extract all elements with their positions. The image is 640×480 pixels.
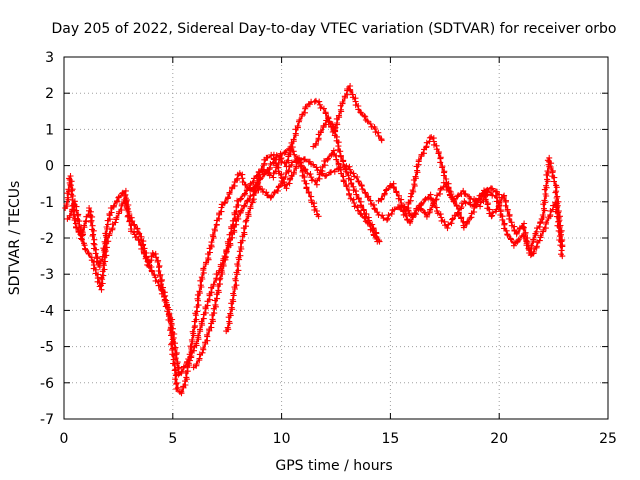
y-tick-label: -6	[40, 376, 54, 392]
y-tick-label: 1	[45, 122, 54, 138]
x-axis: 0 5 10 15 20 25	[60, 57, 617, 447]
series-markers	[397, 179, 566, 260]
series-track-7	[397, 179, 566, 260]
y-tick-label: 3	[45, 50, 54, 66]
series-layer	[62, 83, 566, 397]
x-tick-label: 10	[273, 431, 291, 447]
series-markers	[190, 144, 381, 371]
y-tick-label: -7	[40, 412, 54, 428]
y-tick-label: -1	[40, 195, 54, 211]
series-track-3	[190, 144, 381, 371]
y-tick-label: 0	[45, 159, 54, 175]
y-tick-label: -3	[40, 267, 54, 283]
grid-lines	[64, 57, 608, 419]
series-markers	[310, 115, 383, 245]
x-axis-label: GPS time / hours	[275, 458, 392, 474]
x-tick-label: 20	[490, 431, 508, 447]
x-tick-label: 15	[381, 431, 399, 447]
chart-title: Day 205 of 2022, Sidereal Day-to-day VTE…	[52, 21, 617, 37]
x-tick-label: 5	[168, 431, 177, 447]
x-tick-label: 25	[599, 431, 617, 447]
series-markers	[223, 151, 322, 335]
y-axis-label: SDTVAR / TECUs	[7, 181, 23, 296]
y-tick-label: -5	[40, 340, 54, 356]
y-tick-label: -2	[40, 231, 54, 247]
y-axis: -7 -6 -5 -4 -3 -2 -1 0 1 2 3	[40, 50, 608, 428]
y-tick-label: -4	[40, 303, 54, 319]
series-track-5	[310, 115, 383, 245]
series-track-6	[375, 134, 566, 256]
x-tick-label: 0	[60, 431, 69, 447]
series-track-4	[223, 151, 322, 335]
y-tick-label: 2	[45, 86, 54, 102]
